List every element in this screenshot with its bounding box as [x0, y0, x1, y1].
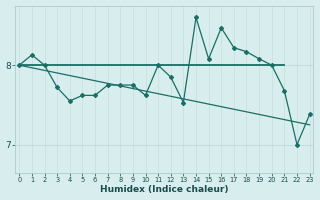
X-axis label: Humidex (Indice chaleur): Humidex (Indice chaleur) — [100, 185, 229, 194]
